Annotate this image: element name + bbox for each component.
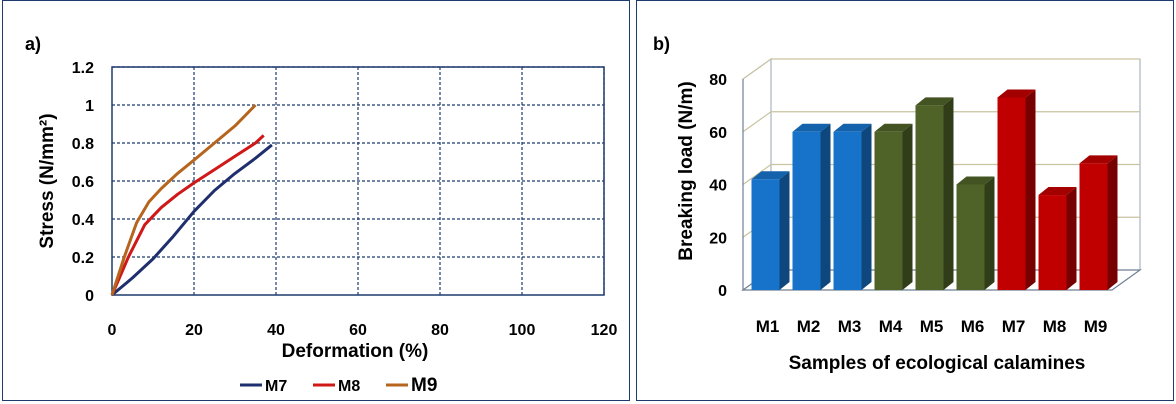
- category-label: M4: [879, 317, 903, 336]
- y-tick-label: 0: [718, 283, 727, 300]
- legend-label-m9: M9: [411, 375, 437, 396]
- bar-top: [956, 176, 995, 185]
- bar-front: [1038, 195, 1067, 290]
- bar-side: [984, 176, 995, 290]
- y-tick-label: 1: [85, 98, 94, 115]
- category-label: M3: [838, 317, 862, 336]
- y-axis-label: Stress (N/mm²): [37, 113, 58, 248]
- series-line-m9: [110, 103, 257, 296]
- bar-chart: b) 0 20 40 60 80 M1 M2 M3 M4 M5 M6 M7 M8 M9 Samples …: [653, 34, 1142, 374]
- gridlines: [111, 66, 605, 296]
- bar-side: [1025, 89, 1036, 291]
- series-lines: [110, 103, 273, 297]
- bar-side: [1107, 155, 1118, 290]
- y-tick-label: 40: [709, 178, 727, 195]
- chart-a-panel: a) 0 0.2 0.4 0.6 0.8 1 1.2 0 20 40 60 80 100 120 Def…: [2, 0, 630, 401]
- bar-side: [861, 123, 872, 290]
- category-label: M6: [961, 317, 985, 336]
- bar-side: [820, 123, 831, 290]
- category-label: M2: [797, 317, 821, 336]
- bar-front: [956, 184, 985, 290]
- bar-top: [915, 97, 954, 106]
- x-tick-label: 120: [591, 322, 618, 339]
- side-gridline: [742, 111, 772, 133]
- category-label: M5: [920, 317, 944, 336]
- bar-m8: [1038, 187, 1077, 290]
- y-tick-label: 0.2: [72, 250, 94, 267]
- bar-top: [874, 123, 913, 132]
- bar-top: [1079, 155, 1118, 164]
- x-tick-label: 60: [349, 322, 367, 339]
- bar-top: [833, 123, 872, 132]
- bar-m7: [997, 89, 1036, 291]
- bar-m9: [1079, 155, 1118, 290]
- bar-front: [792, 131, 821, 290]
- category-label: M8: [1043, 317, 1067, 336]
- y-tick-label: 0.6: [72, 174, 94, 191]
- bar-front: [751, 179, 780, 290]
- panel-label-a: a): [25, 34, 41, 54]
- series-line-m8: [110, 134, 265, 296]
- bar-m2: [792, 123, 831, 290]
- category-labels: M1 M2 M3 M4 M5 M6 M7 M8 M9: [756, 317, 1108, 336]
- y-tick-labels: 0 20 40 60 80: [709, 72, 727, 300]
- bar-m1: [751, 171, 790, 290]
- plot-border: [111, 66, 605, 296]
- legend-label-m8: M8: [338, 378, 360, 395]
- y-tick-label: 0.8: [72, 136, 94, 153]
- y-tick-label: 20: [709, 230, 727, 247]
- x-tick-labels: 0 20 40 60 80 100 120: [108, 322, 618, 339]
- y-tick-labels: 0 0.2 0.4 0.6 0.8 1 1.2: [72, 60, 94, 305]
- side-gridline: [742, 164, 772, 185]
- bar-front: [833, 131, 862, 290]
- x-tick-label: 20: [185, 322, 203, 339]
- line-chart: a) 0 0.2 0.4 0.6 0.8 1 1.2 0 20 40 60 80 100 120 Def…: [25, 34, 618, 396]
- y-tick-label: 0: [85, 288, 94, 305]
- y-tick-label: 60: [709, 125, 727, 142]
- x-tick-label: 80: [431, 322, 449, 339]
- bar-top: [751, 171, 790, 180]
- y-tick-label: 80: [709, 72, 727, 89]
- x-axis-label: Deformation (%): [282, 341, 429, 362]
- x-tick-label: 40: [267, 322, 285, 339]
- bar-top: [997, 89, 1036, 98]
- panel-label-b: b): [653, 34, 670, 54]
- bar-m4: [874, 123, 913, 290]
- category-label: M7: [1002, 317, 1026, 336]
- category-label: M9: [1084, 317, 1108, 336]
- chart-b-panel: b) 0 20 40 60 80 M1 M2 M3 M4 M5 M6 M7 M8 M9 Samples …: [636, 0, 1174, 401]
- bar-side: [902, 123, 913, 290]
- x-axis-label: Samples of ecological calamines: [789, 353, 1086, 374]
- bar-front: [874, 131, 903, 290]
- bar-top: [792, 123, 831, 132]
- bar-m3: [833, 123, 872, 290]
- legend-label-m7: M7: [265, 378, 287, 395]
- category-label: M1: [756, 317, 780, 336]
- x-tick-label: 0: [108, 322, 117, 339]
- bar-side: [779, 171, 790, 290]
- bar-front: [915, 105, 944, 290]
- y-tick-label: 0.4: [72, 212, 94, 229]
- bar-m6: [956, 176, 995, 290]
- series-line-m7: [111, 143, 273, 297]
- y-axis-label: Breaking load (N/m): [676, 81, 697, 260]
- legend: M7 M8 M9: [240, 375, 437, 396]
- x-tick-label: 100: [509, 322, 536, 339]
- bar-side: [1066, 187, 1077, 290]
- side-gridline: [742, 58, 772, 80]
- bar-front: [1079, 163, 1108, 290]
- bars: [751, 89, 1118, 291]
- bar-m5: [915, 97, 954, 290]
- bar-side: [943, 97, 954, 290]
- bar-top: [1038, 187, 1077, 196]
- y-tick-label: 1.2: [72, 60, 94, 77]
- bar-front: [997, 97, 1026, 291]
